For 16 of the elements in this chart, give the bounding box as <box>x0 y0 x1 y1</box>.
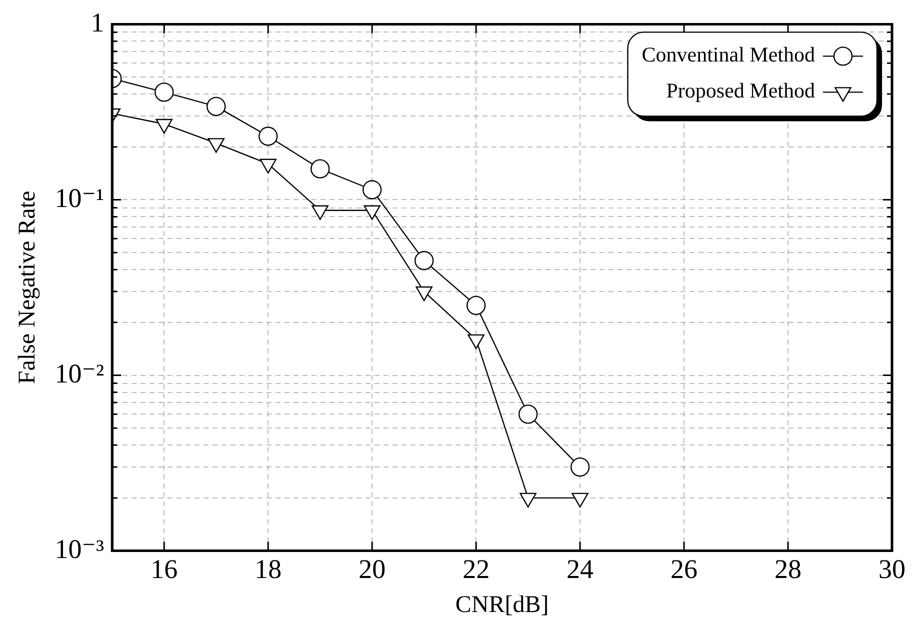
y-tick-label: 10⁻³ <box>54 534 104 564</box>
x-tick-label: 24 <box>566 554 594 584</box>
y-tick-label: 10⁻¹ <box>54 182 104 213</box>
x-tick-label: 16 <box>150 554 178 584</box>
x-tick-label: 30 <box>878 554 906 584</box>
y-tick-label: 10⁻² <box>54 358 104 388</box>
legend-label: Proposed Method <box>666 78 816 103</box>
x-tick-label: 18 <box>254 554 282 584</box>
x-tick-label: 20 <box>358 554 386 584</box>
legend-label: Conventinal Method <box>642 42 816 67</box>
x-axis-title: CNR[dB] <box>455 592 549 618</box>
x-tick-label: 28 <box>774 554 802 584</box>
y-axis-title: False Negative Rate <box>14 190 41 384</box>
y-tick-label: 1 <box>90 7 104 38</box>
x-tick-label: 22 <box>462 554 490 584</box>
x-tick-label: 26 <box>670 554 698 584</box>
